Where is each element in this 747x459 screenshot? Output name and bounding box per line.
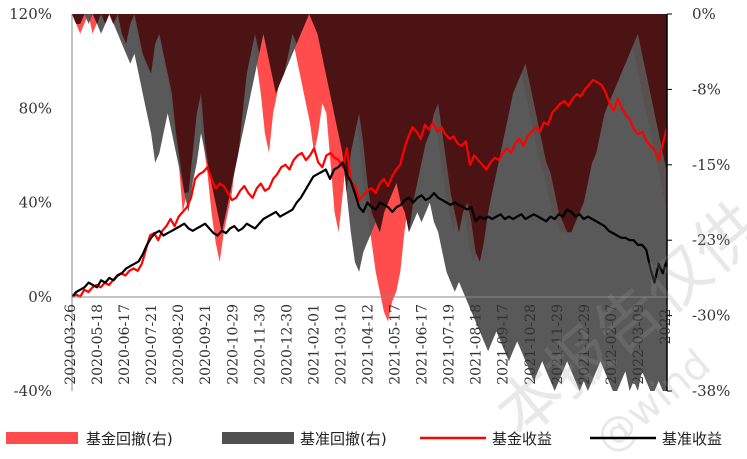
- legend: 基金回撤(右) 基准回撤(右) 基金收益 基准收益: [6, 430, 722, 448]
- legend-label-fund-return: 基金收益: [492, 430, 552, 448]
- y-right-tick-label: 0%: [692, 5, 716, 23]
- y-right-tick-label: -15%: [692, 156, 730, 174]
- x-tick-label: 2021-09-17: [496, 304, 512, 385]
- x-tick-label: 2020-12-30: [279, 304, 295, 385]
- benchmark-return-line: [71, 161, 669, 298]
- x-tick-label: 2021-10-28: [523, 304, 539, 385]
- y-right-tick-labels: 0% -8% -15% -23% -30% -38%: [667, 5, 730, 400]
- x-tick-label: 2021-03-10: [333, 304, 349, 385]
- y-left-tick-labels: 120% 80% 40% 0% -40%: [9, 5, 52, 400]
- y-right-tick-label: -30%: [692, 307, 730, 325]
- x-tick-label: 2021-07-19: [442, 304, 458, 385]
- y-left-tick-label: 120%: [9, 5, 52, 23]
- x-tick-label: 2022-03-09: [631, 304, 647, 385]
- x-tick-label: 2022-: [658, 304, 674, 345]
- x-tick-label: 2021-11-29: [550, 304, 566, 385]
- legend-swatch-fund-drawdown: [6, 432, 78, 444]
- x-tick-label: 2021-04-12: [361, 304, 377, 385]
- x-tick-label: 2021-12-29: [577, 304, 593, 385]
- x-tick-label: 2020-06-17: [117, 304, 133, 385]
- x-tick-label: 2021-05-17: [388, 304, 404, 385]
- y-left-tick-label: 0%: [28, 288, 52, 306]
- drawdown-overlap-area: [72, 14, 667, 262]
- x-tick-label: 2020-03-26: [63, 304, 79, 385]
- legend-label-benchmark-drawdown: 基准回撤(右): [300, 430, 387, 448]
- x-tick-label: 2020-05-18: [90, 304, 106, 385]
- x-tick-label: 2020-08-20: [171, 304, 187, 385]
- return-lines: [71, 78, 669, 298]
- x-tick-label: 2020-07-21: [144, 304, 160, 385]
- y-right-tick-label: -8%: [692, 80, 721, 98]
- y-left-tick-label: -40%: [14, 382, 52, 400]
- x-tick-label: 2021-08-18: [469, 304, 485, 385]
- y-right-tick-label: -38%: [692, 382, 730, 400]
- x-tick-label: 2020-09-21: [198, 304, 214, 385]
- x-tick-label: 2022-02-07: [604, 304, 620, 385]
- x-tick-labels: 2020-03-26 2020-05-18 2020-06-17 2020-07-21…: [63, 304, 674, 385]
- y-left-tick-label: 40%: [19, 194, 52, 212]
- legend-label-benchmark-return: 基准收益: [662, 430, 722, 448]
- x-tick-label: 2021-06-17: [415, 304, 431, 385]
- legend-label-fund-drawdown: 基金回撤(右): [86, 430, 173, 448]
- x-tick-label: 2020-10-29: [225, 304, 241, 385]
- legend-swatch-benchmark-drawdown: [222, 432, 294, 444]
- fund-return-line: [71, 78, 669, 298]
- x-tick-label: 2020-11-30: [252, 304, 268, 385]
- x-tick-label: 2021-02-01: [306, 304, 322, 385]
- y-right-tick-label: -23%: [692, 231, 730, 249]
- y-left-tick-label: 80%: [19, 99, 52, 117]
